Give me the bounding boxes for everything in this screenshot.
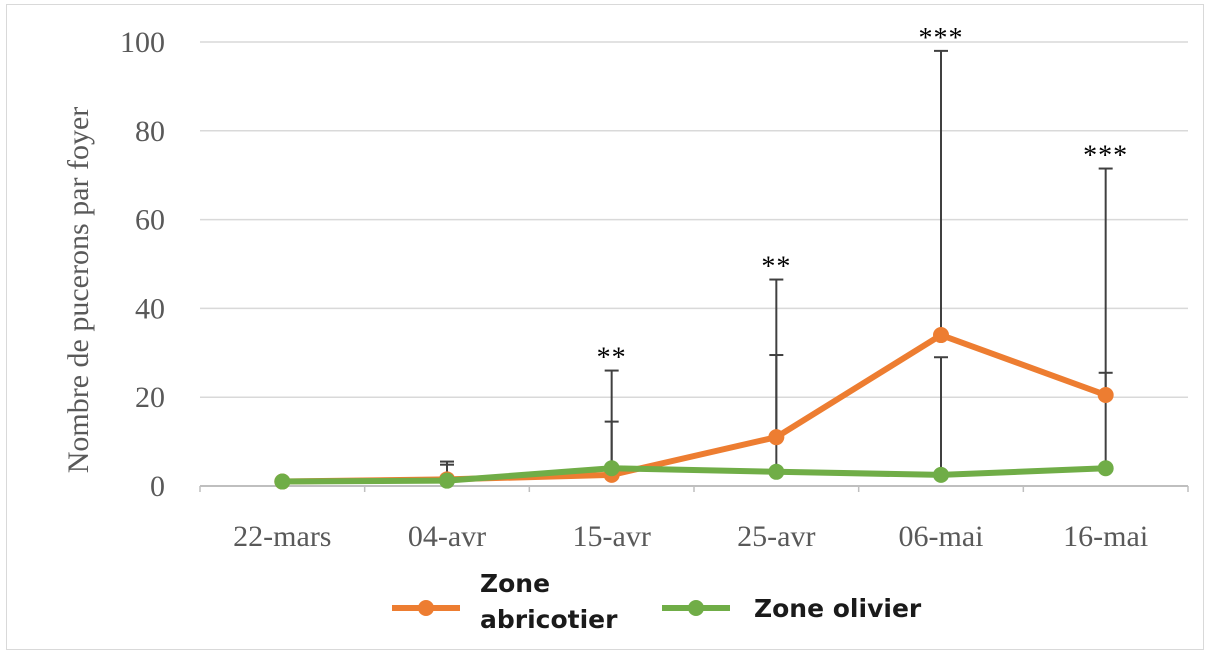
significance-label-2: **: [597, 343, 627, 374]
y-axis-ticks: 0 20 40 60 80 100: [120, 26, 165, 503]
y-axis-label: Nombre de pucerons par foyer: [62, 107, 95, 474]
grid-lines: [200, 41, 1188, 398]
series-line-1: [279, 465, 1109, 485]
x-axis-ticks: 22-mars 04-avr 15-avr 25-avr 06-mai 16-mai: [233, 520, 1148, 553]
x-tick-label-25-avr: 25-avr: [737, 520, 815, 553]
legend-label-abricotier-1: Zone: [480, 569, 550, 598]
x-tick-label-15-avr: 15-avr: [573, 520, 651, 553]
data-point-1-1: [439, 472, 455, 489]
x-tick-label-06-mai: 06-mai: [899, 520, 984, 553]
legend-marker-olivier: [688, 600, 704, 616]
y-tick-label-40: 40: [135, 292, 165, 325]
y-tick-label-80: 80: [135, 115, 165, 148]
data-point-1-3: [768, 463, 785, 480]
chart-frame: [6, 4, 1204, 650]
data-point-0-4: [933, 327, 949, 344]
x-tick-label-22-mars: 22-mars: [233, 520, 331, 553]
data-point-0-5: [1097, 386, 1114, 403]
legend-label-olivier: Zone olivier: [754, 594, 922, 623]
significance-label-5: ***: [1083, 141, 1128, 172]
y-tick-label-0: 0: [150, 470, 165, 503]
x-axis: [199, 485, 1189, 492]
data-point-0-3: [768, 429, 785, 446]
data-point-1-4: [933, 466, 949, 483]
x-tick-label-16-mai: 16-mai: [1063, 520, 1148, 553]
x-tick-label-04-avr: 04-avr: [408, 520, 486, 553]
series-line-0: [279, 332, 1109, 485]
y-tick-label-100: 100: [120, 26, 165, 59]
data-point-1-5: [1097, 460, 1114, 477]
legend: Zone abricotier Zone olivier: [392, 569, 922, 634]
y-tick-label-60: 60: [135, 204, 165, 237]
data-point-1-0: [274, 473, 291, 490]
y-tick-label-20: 20: [135, 381, 165, 414]
error-bars: [275, 49, 1113, 482]
data-point-1-2: [603, 460, 620, 477]
legend-label-abricotier-2: abricotier: [480, 605, 618, 634]
series-lines: [274, 327, 1114, 490]
significance-labels: **********: [597, 23, 1128, 374]
significance-label-3: **: [761, 252, 791, 283]
legend-marker-abricotier: [418, 600, 434, 616]
significance-label-4: ***: [919, 23, 964, 54]
